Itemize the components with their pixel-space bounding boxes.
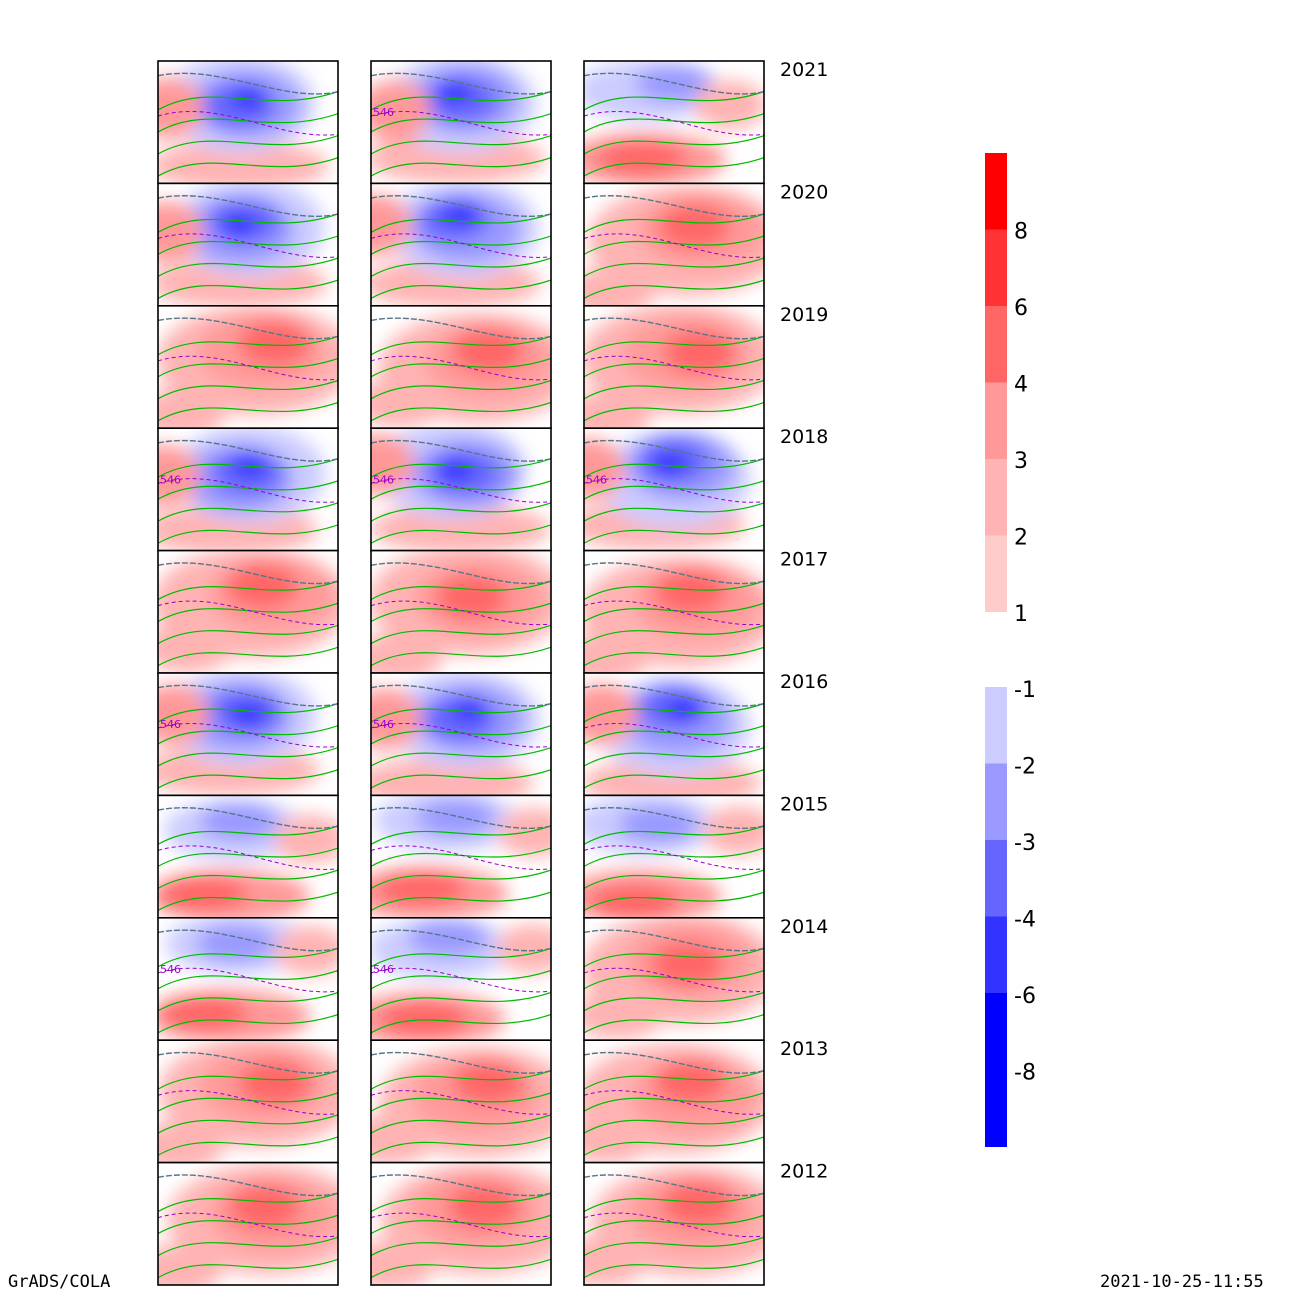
panel-2013-2 xyxy=(370,1039,552,1164)
colorbar-neg-tick: -1 xyxy=(1014,678,1036,703)
year-label-2015: 2015 xyxy=(780,793,828,815)
colorbar-neg-segment xyxy=(985,993,1007,1070)
panel-2014-1: 546 xyxy=(157,916,339,1041)
colorbar-neg-segment xyxy=(985,1069,1007,1147)
panel-2014-3 xyxy=(583,916,765,1041)
contour-label: 546 xyxy=(160,718,181,731)
panel-2017-2 xyxy=(370,549,552,674)
panel-2019-2 xyxy=(370,304,552,429)
year-label-2012: 2012 xyxy=(780,1161,828,1183)
colorbar-neg-segment xyxy=(985,916,1007,993)
contour-label: 546 xyxy=(160,473,181,486)
panel-2012-2 xyxy=(370,1161,552,1286)
year-label-2021: 2021 xyxy=(780,59,828,81)
year-label-2014: 2014 xyxy=(780,916,828,938)
contour-label: 546 xyxy=(373,106,394,119)
contour-label: 546 xyxy=(373,473,394,486)
colorbar-pos-segment xyxy=(985,459,1007,536)
panel-2016-3 xyxy=(583,672,765,797)
panel-2020-3 xyxy=(583,182,765,307)
colorbar-neg-tick: -2 xyxy=(1014,755,1036,780)
colorbar-pos-tick: 8 xyxy=(1014,220,1028,245)
panel-2014-2: 546 xyxy=(370,916,552,1041)
panel-2019-1 xyxy=(157,304,339,429)
panel-2016-2: 546 xyxy=(370,672,552,797)
panel-2016-1: 546 xyxy=(157,672,339,797)
year-label-2016: 2016 xyxy=(780,671,828,693)
panel-2021-3 xyxy=(583,60,765,185)
panel-2017-1 xyxy=(157,549,339,674)
panel-2015-3 xyxy=(583,794,765,919)
panel-2018-2: 546 xyxy=(370,427,552,552)
panel-2018-1: 546 xyxy=(157,427,339,552)
colorbar-pos-tick: 2 xyxy=(1014,526,1028,551)
panel-2012-3 xyxy=(583,1161,765,1286)
year-label-2019: 2019 xyxy=(780,304,828,326)
colorbar-pos-tick: 3 xyxy=(1014,449,1028,474)
panel-2015-1 xyxy=(157,794,339,919)
panel-2020-2 xyxy=(370,182,552,307)
panel-2021-2: 546 xyxy=(370,60,552,185)
panel-2018-3: 546 xyxy=(583,427,765,552)
colorbar-pos-segment xyxy=(985,535,1007,612)
colorbar-neg-tick: -8 xyxy=(1014,1061,1036,1086)
colorbar-pos-tick: 4 xyxy=(1014,373,1028,398)
year-label-2020: 2020 xyxy=(780,181,828,203)
colorbar-neg-tick: -6 xyxy=(1014,984,1036,1009)
footer-credit: GrADS/COLA xyxy=(8,1272,111,1292)
panel-2013-1 xyxy=(157,1039,339,1164)
colorbar-pos-tick: 1 xyxy=(1014,602,1028,627)
panel-2020-1 xyxy=(157,182,339,307)
panel-2013-3 xyxy=(583,1039,765,1164)
contour-label: 546 xyxy=(373,963,394,976)
panel-2019-3 xyxy=(583,304,765,429)
colorbar-pos-segment xyxy=(985,306,1007,383)
panel-2012-1 xyxy=(157,1161,339,1286)
colorbar-neg-tick: -3 xyxy=(1014,831,1036,856)
panel-2015-2 xyxy=(370,794,552,919)
contour-label: 546 xyxy=(160,963,181,976)
colorbar-neg-segment xyxy=(985,840,1007,917)
year-labels: 2021 2020 2019 2018 2017 2016 2015 2014 2013 2012 xyxy=(780,59,828,1183)
panel-grid: 546 546 546 546 546 546 546 546 xyxy=(157,60,765,1286)
colorbar: 8 6 4 3 2 1 -1 -2 -3 -4 -6 -8 xyxy=(985,153,1036,1147)
footer-timestamp: 2021-10-25-11:55 xyxy=(1100,1272,1264,1292)
colorbar-neg-tick: -4 xyxy=(1014,908,1036,933)
colorbar-pos-segment xyxy=(985,382,1007,459)
year-label-2017: 2017 xyxy=(780,549,828,571)
panel-2021-1 xyxy=(157,60,339,185)
colorbar-pos-segment xyxy=(985,229,1007,306)
colorbar-pos-segment xyxy=(985,153,1007,230)
colorbar-pos-tick: 6 xyxy=(1014,296,1028,321)
colorbar-neg-segment xyxy=(985,687,1007,764)
contour-label: 546 xyxy=(373,718,394,731)
panel-2017-3 xyxy=(583,549,765,674)
year-label-2018: 2018 xyxy=(780,426,828,448)
contour-label: 546 xyxy=(586,473,607,486)
colorbar-neg-segment xyxy=(985,763,1007,840)
year-label-2013: 2013 xyxy=(780,1038,828,1060)
